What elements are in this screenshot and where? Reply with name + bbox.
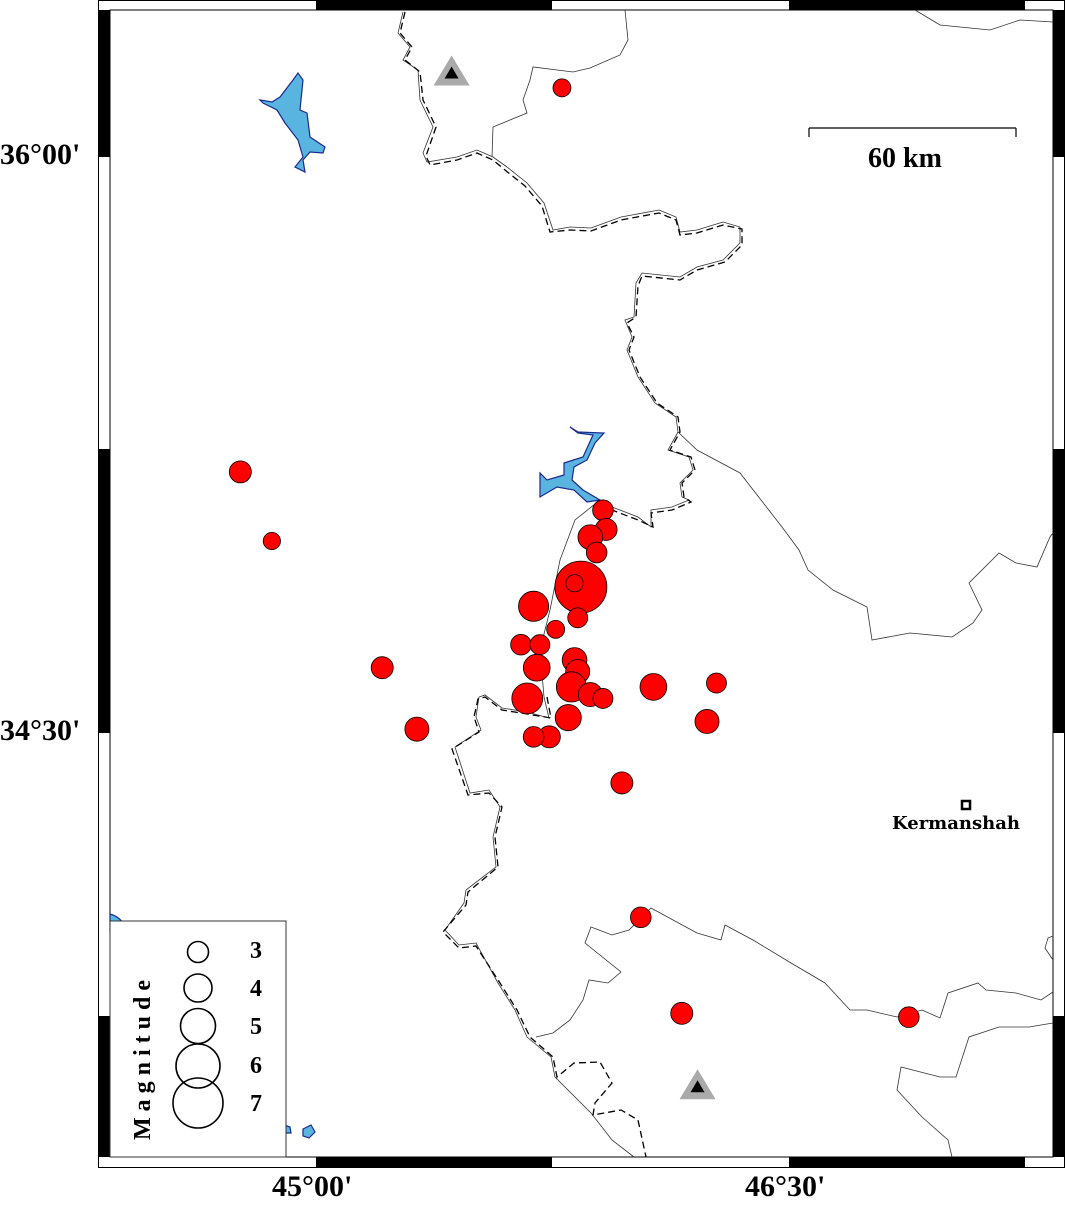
legend-title: Magnitude xyxy=(130,973,156,1140)
legend-circle-7 xyxy=(172,1077,224,1129)
epicenter-26 xyxy=(694,709,720,734)
epicenter-10 xyxy=(518,590,550,622)
city-label: Kermanshah xyxy=(892,813,1020,834)
epicenter-14 xyxy=(529,634,551,656)
border-solid xyxy=(397,9,1054,1158)
epicenter-1 xyxy=(552,78,572,98)
epicenter-3 xyxy=(262,531,281,551)
legend-label-5: 5 xyxy=(250,1014,262,1040)
epicenter-7 xyxy=(585,541,608,564)
lon-label-46-30: 46°30' xyxy=(745,1170,826,1203)
city-square-icon xyxy=(960,799,972,811)
lat-label-36-00: 36°00' xyxy=(0,138,81,171)
epicenter-11 xyxy=(567,607,589,629)
epicenters-layer xyxy=(228,78,920,1028)
epicenter-13 xyxy=(510,633,532,656)
scale-bar-label: 60 km xyxy=(868,143,942,174)
epicenter-15 xyxy=(522,653,551,682)
epicenter-24 xyxy=(706,672,727,694)
epicenter-29 xyxy=(522,726,545,748)
legend-circle-6 xyxy=(175,1043,221,1089)
epicenter-4 xyxy=(592,499,614,522)
epicenter-12 xyxy=(546,619,566,639)
lat-label-34-30: 34°30' xyxy=(0,714,81,747)
epicenter-9 xyxy=(565,574,584,593)
station-triangle-icon-1 xyxy=(433,55,470,86)
epicenter-23 xyxy=(639,673,668,701)
lake-small-2 xyxy=(302,1124,316,1139)
lake-north xyxy=(258,71,326,174)
epicenter-30 xyxy=(610,771,634,795)
epicenter-27 xyxy=(404,716,430,742)
epicenter-2 xyxy=(228,460,252,484)
scale-bar xyxy=(808,127,1017,137)
stations-layer xyxy=(433,55,716,1100)
legend-circles xyxy=(172,940,224,1129)
station-triangle-icon-2 xyxy=(679,1069,716,1100)
epicenter-31 xyxy=(630,906,652,929)
epicenter-25 xyxy=(554,704,582,732)
legend-label-4: 4 xyxy=(250,976,262,1002)
legend-label-3: 3 xyxy=(250,938,262,964)
legend-circle-4 xyxy=(183,973,213,1003)
epicenter-18 xyxy=(370,656,394,680)
border-dashed xyxy=(399,11,743,1158)
legend-box xyxy=(109,920,287,1158)
lake-central xyxy=(539,426,606,503)
legend-label-7: 7 xyxy=(250,1091,262,1117)
legend-circle-3 xyxy=(186,940,210,964)
epicenter-22 xyxy=(511,682,544,715)
lon-label-45-00: 45°00' xyxy=(272,1170,353,1203)
legend-label-6: 6 xyxy=(250,1053,262,1079)
epicenter-32 xyxy=(670,1001,694,1025)
epicenter-21 xyxy=(592,688,614,709)
frame-ticks xyxy=(98,0,1065,1168)
borders xyxy=(397,9,1054,1158)
epicenter-33 xyxy=(898,1006,920,1028)
